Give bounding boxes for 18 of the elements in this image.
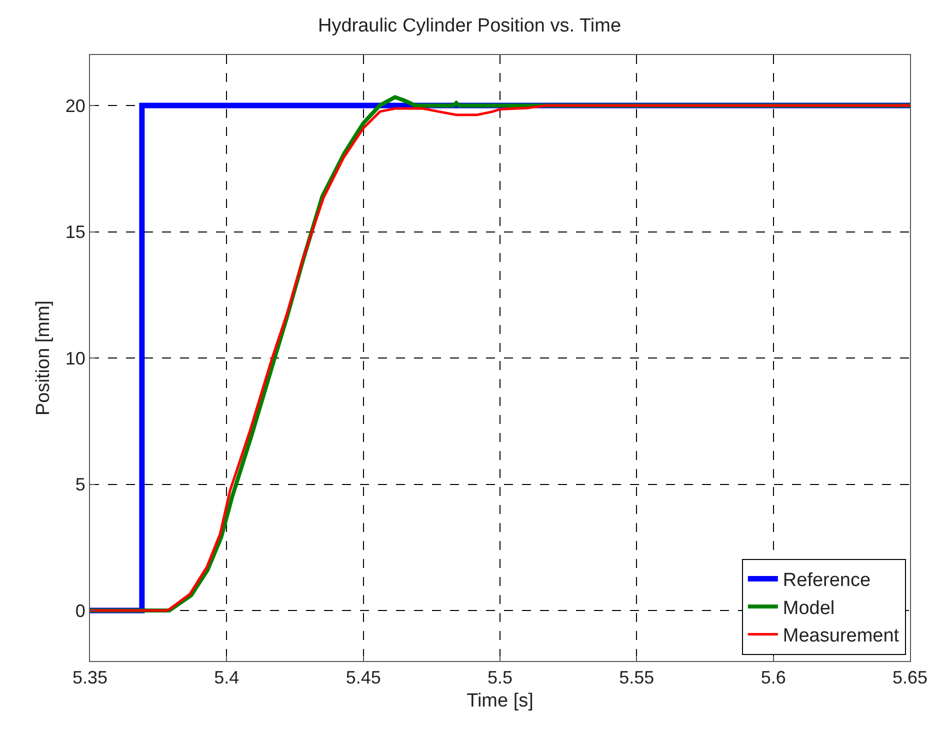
- y-axis-title: Position [mm]: [33, 300, 54, 416]
- y-tick-label: 20: [65, 96, 86, 116]
- legend-label: Model: [782, 598, 835, 619]
- y-tick-label: 5: [75, 474, 86, 495]
- x-tick-label: 5.6: [760, 668, 786, 688]
- legend-label: Reference: [782, 570, 871, 592]
- x-tick-label: 5.65: [892, 668, 928, 688]
- x-tick-label: 5.45: [346, 668, 381, 688]
- x-axis-title: Time [s]: [466, 690, 534, 712]
- y-tick-label: 15: [65, 222, 86, 242]
- x-tick-label: 5.55: [619, 668, 654, 688]
- x-tick-label: 5.4: [214, 668, 240, 688]
- chart-title: Hydraulic Cylinder Position vs. Time: [318, 16, 622, 37]
- y-tick-label: 0: [75, 600, 86, 621]
- x-tick-label: 5.35: [72, 668, 108, 688]
- x-tick-label: 5.5: [487, 668, 513, 688]
- legend-label: Measurement: [782, 626, 900, 647]
- y-tick-label: 10: [65, 348, 86, 368]
